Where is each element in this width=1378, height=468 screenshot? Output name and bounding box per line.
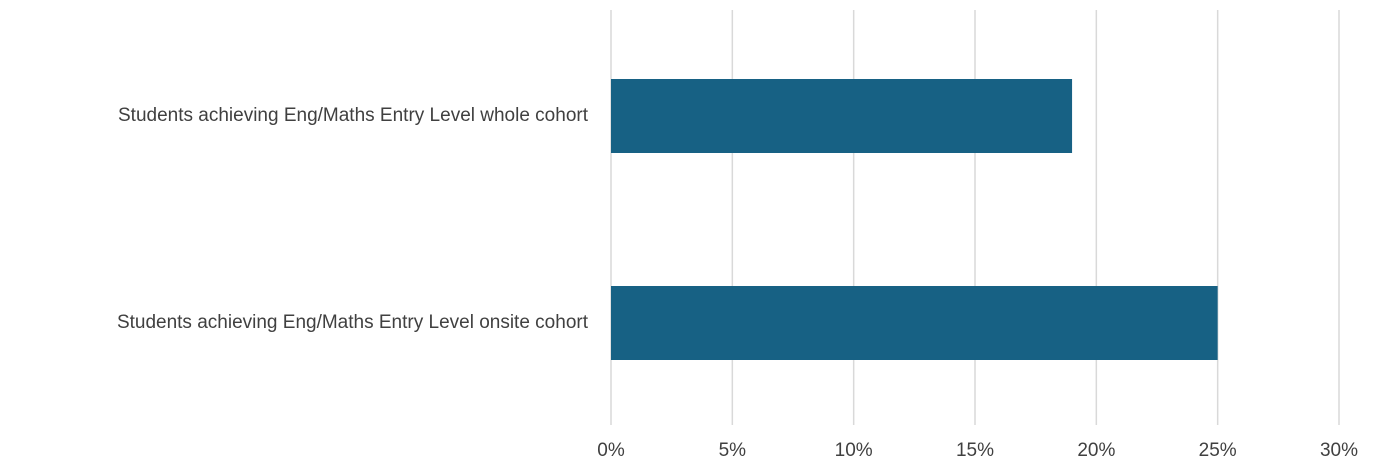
tick-label-3: 15% [956, 440, 994, 461]
bar-0 [611, 79, 1073, 153]
gridlines [610, 10, 1340, 425]
tick-label-5: 25% [1199, 440, 1237, 461]
tick-label-1: 5% [719, 440, 747, 461]
tick-label-6: 30% [1320, 440, 1358, 461]
bar-1 [611, 286, 1218, 360]
tick-label-2: 10% [835, 440, 873, 461]
category-label-0: Students achieving Eng/Maths Entry Level… [118, 105, 589, 126]
tick-label-0: 0% [597, 440, 625, 461]
x-axis-tick-labels: 0% 5% 10% 15% 20% 25% 30% [597, 440, 1358, 461]
category-label-1: Students achieving Eng/Maths Entry Level… [117, 312, 589, 333]
bars [611, 79, 1218, 360]
tick-label-4: 20% [1077, 440, 1115, 461]
category-labels: Students achieving Eng/Maths Entry Level… [117, 105, 589, 333]
